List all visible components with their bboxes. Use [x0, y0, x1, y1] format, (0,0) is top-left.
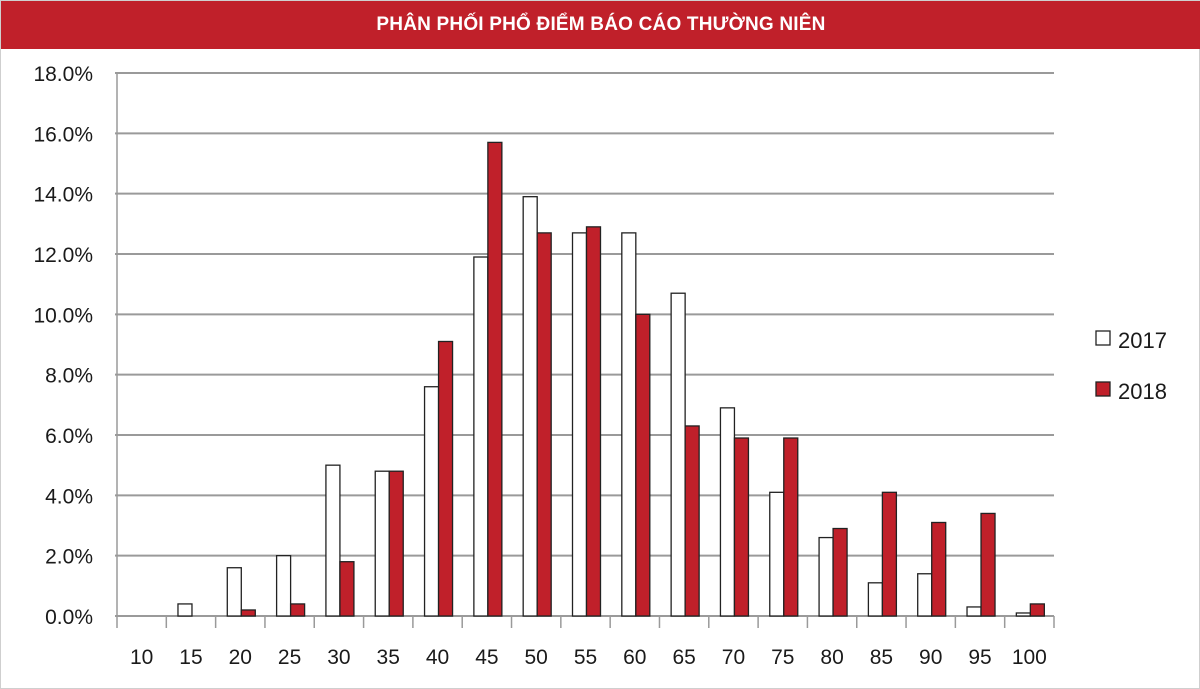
title-bar: PHÂN PHỐI PHỔ ĐIỂM BÁO CÁO THƯỜNG NIÊN	[1, 1, 1200, 49]
bar-2018-65	[684, 425, 700, 617]
bar-2018-40	[437, 340, 454, 617]
y-tick-label: 18.0%	[33, 63, 93, 86]
bar-2017-15	[177, 603, 193, 617]
bar-2017-30	[325, 464, 341, 617]
x-tick-label: 30	[327, 646, 350, 669]
bar-2017-100	[1015, 612, 1031, 617]
y-tick-label: 16.0%	[33, 123, 93, 146]
x-tick-label: 45	[475, 646, 498, 669]
y-tick-label: 2.0%	[45, 546, 93, 569]
legend-swatch-2018	[1095, 381, 1111, 397]
legend: 2017 2018	[1095, 328, 1167, 404]
bar-2017-25	[275, 555, 292, 617]
bar-2017-60	[621, 232, 637, 617]
bar-2018-95	[980, 512, 996, 617]
y-tick-label: 0.0%	[45, 606, 93, 629]
bar-2017-95	[966, 606, 982, 617]
legend-label-2018: 2018	[1118, 379, 1167, 404]
x-tick-label: 80	[820, 646, 843, 669]
x-tick-label: 75	[771, 646, 794, 669]
bar-2018-75	[783, 437, 799, 617]
x-tick-label: 85	[870, 646, 893, 669]
bar-2017-70	[719, 407, 736, 617]
x-tick-label: 100	[1012, 646, 1047, 669]
bar-2017-45	[473, 256, 489, 617]
bar-2018-70	[733, 437, 750, 617]
x-tick-label: 15	[179, 646, 202, 669]
bar-2018-85	[881, 491, 898, 617]
bar-2017-85	[867, 582, 884, 617]
bar-2018-55	[585, 226, 602, 617]
bar-2017-90	[917, 573, 933, 617]
y-tick-label: 10.0%	[33, 304, 93, 327]
x-tick-label: 65	[672, 646, 695, 669]
bar-2018-20	[240, 609, 256, 617]
bar-2018-30	[339, 561, 355, 617]
legend-label-2017: 2017	[1118, 328, 1167, 353]
bar-2018-25	[289, 603, 306, 617]
y-tick-label: 14.0%	[33, 184, 93, 207]
x-tick-label: 25	[278, 646, 301, 669]
bar-2017-40	[423, 386, 440, 617]
bar-2017-55	[571, 232, 588, 617]
x-tick-label: 55	[574, 646, 597, 669]
legend-swatch-2017	[1095, 330, 1111, 346]
x-tick-label: 50	[525, 646, 548, 669]
y-tick-label: 12.0%	[33, 244, 93, 267]
bar-2018-50	[536, 232, 552, 617]
bar-2017-65	[670, 292, 686, 617]
bar-2017-35	[374, 470, 390, 617]
x-tick-label: 95	[968, 646, 991, 669]
x-tick-label: 40	[426, 646, 449, 669]
x-tick-label: 70	[722, 646, 745, 669]
x-tick-label: 90	[919, 646, 942, 669]
bar-2018-100	[1029, 603, 1045, 617]
bars	[177, 141, 1045, 617]
bar-2017-50	[522, 196, 538, 617]
bar-2017-80	[818, 536, 834, 617]
y-tick-label: 4.0%	[45, 485, 93, 508]
x-tick-label: 20	[229, 646, 252, 669]
bar-2018-80	[832, 527, 848, 617]
bar-2017-20	[226, 567, 242, 617]
bar-2018-90	[931, 521, 947, 617]
chart-title: PHÂN PHỐI PHỔ ĐIỂM BÁO CÁO THƯỜNG NIÊN	[376, 14, 826, 35]
y-tick-label: 8.0%	[45, 365, 93, 388]
bar-2018-60	[635, 313, 651, 617]
y-tick-label: 6.0%	[45, 425, 93, 448]
bar-2018-45	[487, 141, 503, 617]
x-axis-tick-labels: 10 15 20 25 30 35 40 45 50 55 60 65 70 75 80 85 90 95 100	[130, 646, 1047, 669]
x-tick-label: 35	[377, 646, 400, 669]
bar-2017-75	[769, 491, 785, 617]
x-tick-label: 10	[130, 646, 153, 669]
bar-2018-35	[388, 470, 404, 617]
y-axis-tick-labels: 0.0% 2.0% 4.0% 6.0% 8.0% 10.0% 12.0% 14.0% 16.0%…	[33, 63, 93, 629]
x-tick-label: 60	[623, 646, 646, 669]
